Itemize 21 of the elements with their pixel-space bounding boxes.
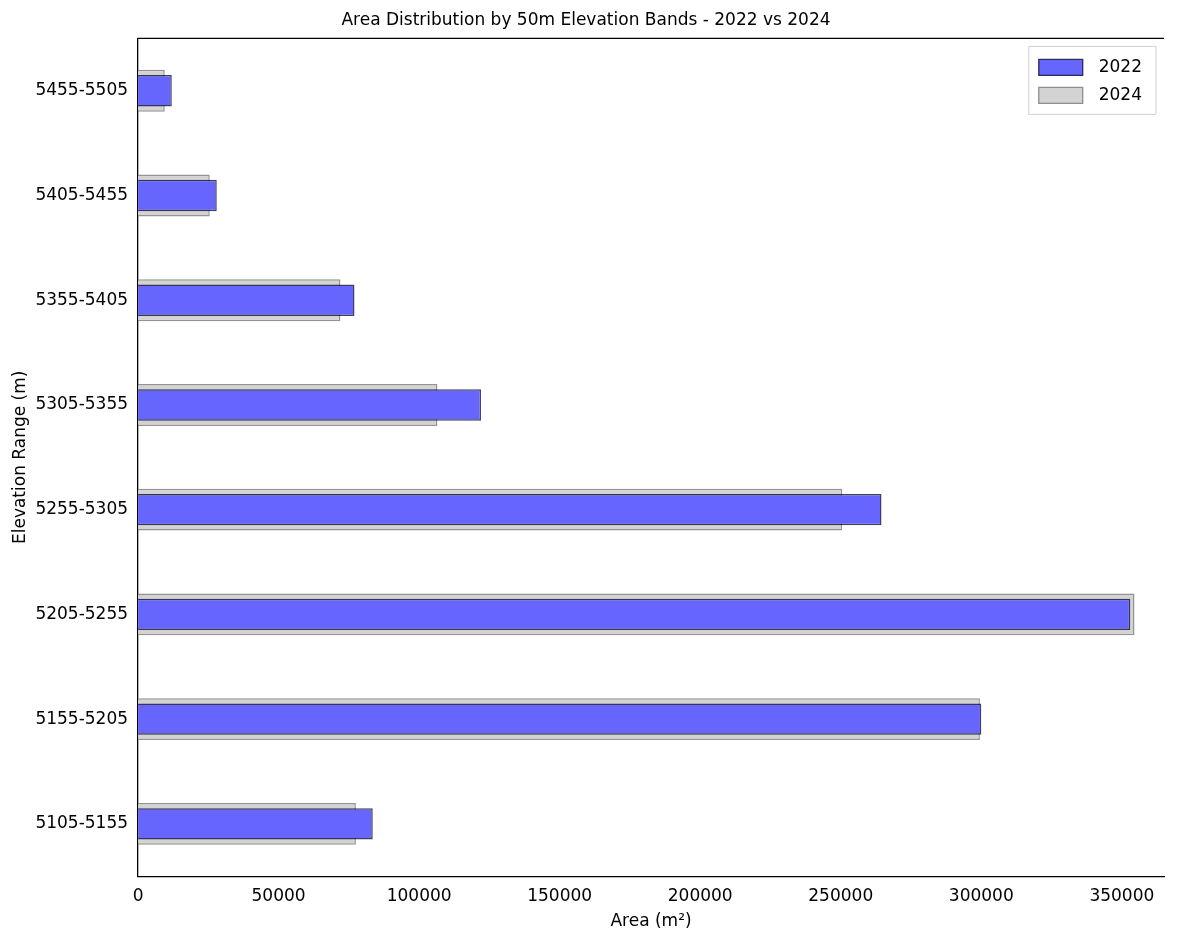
- legend-label: 2022: [1098, 55, 1142, 76]
- y-tick-label: 5405-5455: [35, 183, 129, 204]
- x-tick-label: 0: [132, 884, 144, 905]
- y-tick-label: 5355-5405: [35, 288, 129, 309]
- x-axis-title: Area (m²): [610, 910, 692, 931]
- y-tick-label: 5105-5155: [35, 812, 129, 833]
- x-tick-label: 200000: [667, 884, 733, 905]
- chart-title: Area Distribution by 50m Elevation Bands - 2022 vs 2024: [341, 8, 831, 29]
- y-tick-label: 5205-5255: [35, 602, 129, 623]
- y-tick-label: 5305-5355: [35, 393, 129, 414]
- x-tick-label: 50000: [251, 884, 306, 905]
- x-tick-label: 250000: [808, 884, 874, 905]
- x-tick-label: 150000: [527, 884, 593, 905]
- y-axis-title: Elevation Range (m): [8, 370, 29, 545]
- x-tick-label: 350000: [1089, 884, 1155, 905]
- x-tick-label: 100000: [386, 884, 452, 905]
- legend-label: 2024: [1098, 83, 1142, 104]
- y-tick-label: 5455-5505: [35, 79, 129, 100]
- y-tick-label: 5255-5305: [35, 498, 129, 519]
- y-tick-label: 5155-5205: [35, 707, 129, 728]
- x-tick-label: 300000: [948, 884, 1014, 905]
